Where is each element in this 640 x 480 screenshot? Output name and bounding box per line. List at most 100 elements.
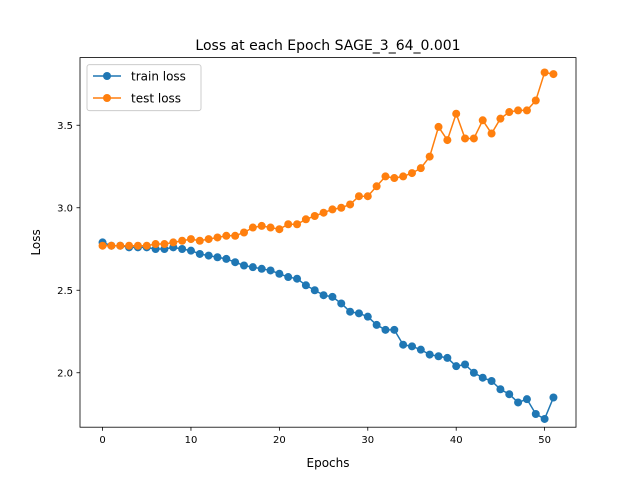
series-1-point bbox=[496, 114, 505, 123]
axes-frame bbox=[79, 57, 577, 428]
series-0-point bbox=[522, 395, 531, 404]
series-1-point bbox=[390, 174, 399, 183]
legend-label-1: test loss bbox=[131, 92, 181, 106]
y-tick-label: 3.5 bbox=[57, 121, 73, 132]
y-tick-label: 2.5 bbox=[57, 286, 73, 297]
series-0-point bbox=[195, 249, 204, 258]
series-0-point bbox=[354, 309, 363, 318]
chart-title: Loss at each Epoch SAGE_3_64_0.001 bbox=[195, 38, 460, 54]
x-tick-label: 30 bbox=[361, 435, 374, 446]
series-0-point bbox=[319, 291, 328, 300]
series-1-point bbox=[125, 241, 134, 250]
series-0-point bbox=[496, 385, 505, 394]
series-0-point bbox=[178, 245, 187, 253]
series-0-point bbox=[452, 362, 461, 371]
x-axis-label: Epochs bbox=[307, 456, 350, 470]
series-0-point bbox=[390, 325, 399, 334]
series-1-point bbox=[293, 220, 302, 229]
series-1-point bbox=[275, 225, 284, 234]
legend: train loss test loss bbox=[86, 64, 202, 112]
series-1-point bbox=[549, 70, 558, 79]
series-1-point bbox=[257, 221, 266, 230]
series-line-0 bbox=[102, 241, 555, 421]
series-0-point bbox=[540, 414, 549, 423]
legend-swatch-marker-1 bbox=[103, 94, 111, 102]
series-0-point bbox=[222, 254, 231, 263]
series-1-point bbox=[133, 241, 142, 250]
series-0-point bbox=[505, 390, 514, 399]
series-1-point bbox=[407, 169, 416, 178]
series-1-point bbox=[319, 208, 328, 217]
series-0-point bbox=[487, 377, 496, 385]
series-1-point bbox=[346, 200, 355, 209]
series-0-point bbox=[434, 352, 443, 361]
series-0-point bbox=[310, 286, 319, 295]
series-1-point bbox=[443, 136, 452, 145]
series-0-point bbox=[407, 342, 416, 351]
series-1-point bbox=[461, 134, 470, 143]
series-1-point bbox=[248, 223, 257, 232]
series-0-point bbox=[461, 360, 470, 369]
series-1-point bbox=[222, 231, 231, 240]
series-0-point bbox=[469, 368, 478, 377]
series-1-point bbox=[231, 231, 240, 240]
series-0-point bbox=[240, 261, 249, 270]
series-0-point bbox=[284, 273, 293, 282]
series-1-point bbox=[142, 241, 151, 250]
series-1-point bbox=[522, 106, 531, 115]
series-0-point bbox=[293, 274, 302, 283]
series-0-point bbox=[257, 264, 266, 273]
series-0-point bbox=[337, 299, 346, 308]
series-1-point bbox=[116, 241, 125, 250]
series-1-point bbox=[416, 164, 425, 173]
series-0-point bbox=[399, 340, 408, 349]
series-1-point bbox=[434, 122, 443, 131]
series-0-point bbox=[549, 393, 558, 402]
series-0-point bbox=[425, 350, 434, 359]
series-1-point bbox=[98, 241, 107, 250]
series-0-point bbox=[275, 269, 284, 278]
series-1-point bbox=[337, 203, 346, 212]
series-1-point bbox=[399, 172, 408, 181]
series-0-point bbox=[478, 373, 487, 382]
x-tick-label: 0 bbox=[99, 435, 105, 446]
series-1-point bbox=[186, 235, 195, 244]
series-1-point bbox=[178, 236, 187, 245]
series-0-point bbox=[248, 263, 257, 272]
series-0-point bbox=[186, 246, 195, 255]
series-1-point bbox=[425, 152, 434, 161]
series-1-point bbox=[204, 235, 213, 244]
series-0-point bbox=[416, 345, 425, 354]
x-tick-label: 10 bbox=[185, 435, 198, 446]
series-line-1 bbox=[102, 71, 554, 247]
series-0-point bbox=[204, 251, 213, 260]
series-1-point bbox=[478, 116, 487, 125]
series-0-point bbox=[231, 258, 240, 267]
series-1-point bbox=[372, 182, 381, 191]
series-0-point bbox=[328, 292, 337, 301]
series-1-point bbox=[514, 106, 523, 115]
series-0-point bbox=[531, 410, 540, 418]
series-1-point bbox=[487, 129, 496, 138]
legend-label-0: train loss bbox=[131, 70, 186, 84]
series-1-point bbox=[284, 220, 293, 229]
series-1-point bbox=[452, 109, 461, 118]
series-0-point bbox=[363, 312, 372, 321]
y-axis: 2.0 2.5 3.0 3.5 bbox=[57, 121, 80, 379]
x-axis: 0 10 20 30 40 50 bbox=[99, 427, 551, 446]
y-tick-label: 3.0 bbox=[57, 203, 73, 214]
series-1-point bbox=[310, 212, 319, 220]
series-1-point bbox=[266, 223, 275, 232]
x-tick-label: 40 bbox=[450, 435, 463, 446]
series-1-point bbox=[301, 215, 310, 224]
series-1-point bbox=[195, 236, 204, 245]
series-1-point bbox=[540, 68, 549, 77]
series-1-point bbox=[381, 172, 390, 181]
series-1-point bbox=[240, 228, 249, 237]
series-1-point bbox=[151, 240, 160, 249]
series-1-point bbox=[469, 134, 478, 143]
series-0-point bbox=[213, 253, 222, 262]
series-1-point bbox=[107, 241, 116, 250]
plot-area bbox=[98, 68, 558, 423]
series-1-point bbox=[505, 108, 514, 117]
